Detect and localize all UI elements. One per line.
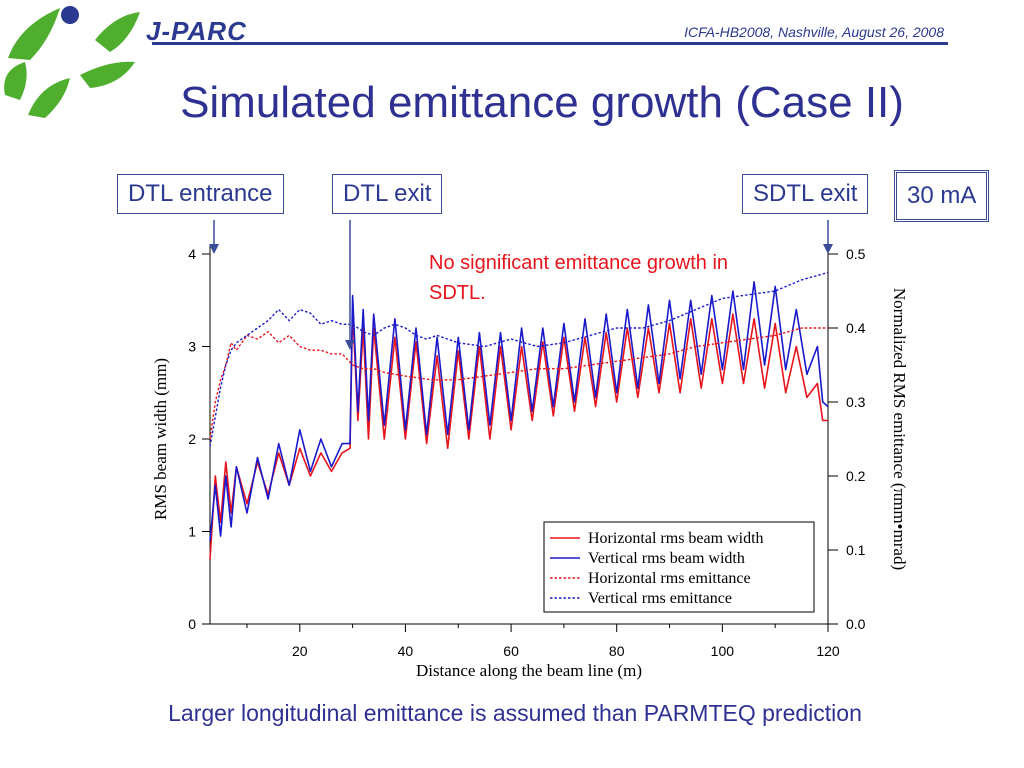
series-line-3 xyxy=(209,327,828,440)
y2-tick-label: 0.4 xyxy=(846,320,866,336)
series-line-4 xyxy=(209,271,829,447)
y2-tick-label: 0.1 xyxy=(846,542,866,558)
y-axis-label: RMS beam width (mm) xyxy=(151,358,170,520)
y2-tick-label: 0.5 xyxy=(846,246,866,262)
logo-leaf-5 xyxy=(95,12,140,52)
y2-tick-label: 0.3 xyxy=(846,394,866,410)
logo-leaf-2 xyxy=(4,62,27,100)
x-tick-label: 80 xyxy=(609,643,625,659)
y2-tick-label: 0.0 xyxy=(846,616,866,632)
brand-name: J-PARC xyxy=(146,16,247,46)
logo-leaf-4 xyxy=(80,61,135,88)
y2-axis-label: Normalized RMS emittance (πmm•mrad) xyxy=(890,288,909,570)
y-tick-label: 4 xyxy=(188,246,196,262)
legend-label-4: Vertical rms emittance xyxy=(588,590,732,607)
legend-label-3: Horizontal rms emittance xyxy=(588,570,751,587)
y-tick-label: 1 xyxy=(188,524,196,540)
series-line-2 xyxy=(209,280,829,541)
series-line-1 xyxy=(209,308,828,560)
conference-info: ICFA-HB2008, Nashville, August 26, 2008 xyxy=(684,24,944,40)
y2-tick-label: 0.2 xyxy=(846,468,866,484)
slide-title: Simulated emittance growth (Case II) xyxy=(180,78,904,127)
x-tick-label: 60 xyxy=(503,643,519,659)
marker-arrow-head xyxy=(345,340,355,350)
legend-box xyxy=(543,521,815,613)
jparc-logo-icon xyxy=(4,6,140,118)
annotation-note: No significant emittance growth in SDTL. xyxy=(429,252,729,304)
marker-arrow-head xyxy=(209,244,219,254)
y-tick-label: 3 xyxy=(188,339,196,355)
logo-dot xyxy=(61,6,79,24)
marker-arrow-head xyxy=(823,244,833,254)
sdtl-exit-label: SDTL exit xyxy=(742,174,869,214)
x-tick-label: 40 xyxy=(398,643,414,659)
y-tick-label: 2 xyxy=(188,431,196,447)
footer-note: Larger longitudinal emittance is assumed… xyxy=(168,700,862,726)
beam-current-label: 30 mA xyxy=(894,170,990,222)
logo-leaf-3 xyxy=(28,78,70,118)
logo-leaf-1 xyxy=(8,8,60,60)
dtl-entrance-label: DTL entrance xyxy=(117,174,284,214)
y-tick-label: 0 xyxy=(188,616,196,632)
dtl-exit-label: DTL exit xyxy=(332,174,443,214)
legend-label-2: Vertical rms beam width xyxy=(588,550,745,567)
legend-label-1: Horizontal rms beam width xyxy=(588,530,764,547)
x-tick-label: 120 xyxy=(816,643,840,659)
x-tick-label: 20 xyxy=(292,643,308,659)
x-axis-label: Distance along the beam line (m) xyxy=(416,661,642,680)
header-rule xyxy=(152,42,948,45)
x-tick-label: 100 xyxy=(711,643,735,659)
